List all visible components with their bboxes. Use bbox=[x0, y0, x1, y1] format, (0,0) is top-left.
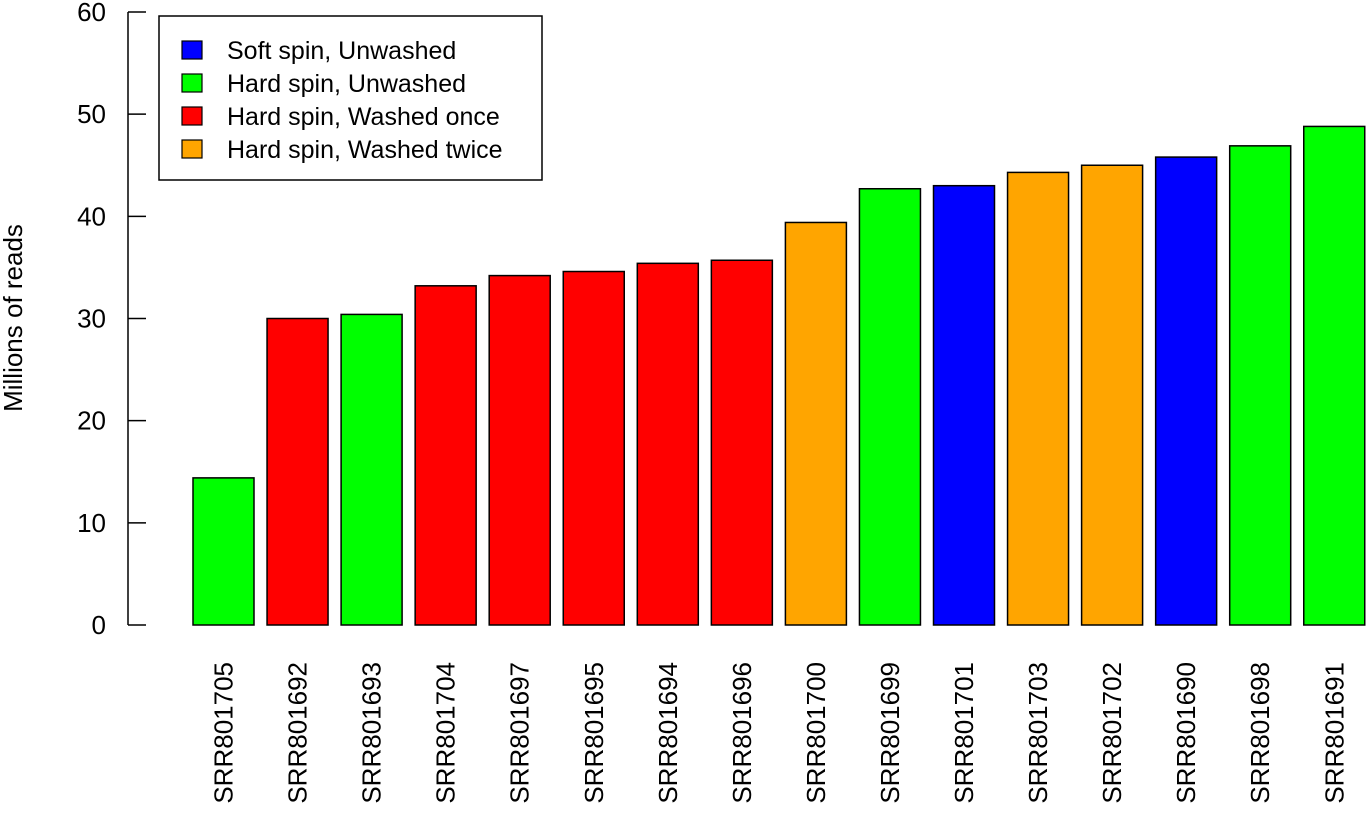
legend-swatch bbox=[181, 106, 203, 126]
legend-swatch bbox=[181, 73, 203, 93]
x-tick-label: SRR801699 bbox=[875, 662, 905, 804]
legend-swatch bbox=[181, 40, 203, 60]
legend-label: Hard spin, Unwashed bbox=[227, 70, 466, 98]
bar bbox=[340, 313, 403, 626]
x-tick-label: SRR801705 bbox=[209, 662, 239, 804]
bar bbox=[562, 270, 625, 626]
bar bbox=[1228, 145, 1292, 626]
bar bbox=[1006, 171, 1070, 626]
y-tick-label: 0 bbox=[92, 610, 106, 640]
legend: Soft spin, Unwashed Hard spin, Unwashed Ha… bbox=[158, 15, 543, 181]
y-tick-label: 10 bbox=[77, 508, 106, 538]
x-tick-label: SRR801694 bbox=[653, 662, 683, 804]
y-tick-label: 50 bbox=[77, 99, 106, 129]
y-tick-label: 20 bbox=[77, 406, 106, 436]
legend-box bbox=[158, 15, 543, 181]
x-tick-label: SRR801697 bbox=[505, 662, 535, 804]
bar bbox=[1154, 156, 1218, 626]
x-tick-label: SRR801703 bbox=[1023, 662, 1053, 804]
y-axis: 0 10 20 30 40 50 60 bbox=[77, 0, 146, 640]
x-tick-label: SRR801690 bbox=[1171, 662, 1201, 804]
x-tick-label: SRR801702 bbox=[1097, 662, 1127, 804]
bar bbox=[858, 187, 922, 626]
legend-label: Hard spin, Washed once bbox=[227, 103, 500, 131]
bars bbox=[192, 125, 1366, 626]
x-tick-label: SRR801692 bbox=[283, 662, 313, 804]
x-tick-label: SRR801700 bbox=[801, 662, 831, 804]
x-tick-label: SRR801693 bbox=[357, 662, 387, 804]
bar bbox=[192, 477, 255, 626]
bar bbox=[932, 184, 996, 626]
bar bbox=[1080, 164, 1144, 626]
bar bbox=[414, 285, 477, 626]
x-tick-label: SRR801691 bbox=[1319, 662, 1349, 804]
legend-label: Hard spin, Washed twice bbox=[227, 136, 503, 164]
bar bbox=[488, 274, 551, 626]
x-tick-label: SRR801701 bbox=[949, 662, 979, 804]
bar bbox=[1303, 125, 1366, 626]
x-tick-label: SRR801695 bbox=[579, 662, 609, 804]
x-tick-label: SRR801704 bbox=[431, 662, 461, 804]
y-tick-label: 40 bbox=[77, 201, 106, 231]
bar bbox=[636, 262, 700, 626]
y-axis-title: Millions of reads bbox=[0, 224, 28, 412]
bar bbox=[784, 221, 848, 626]
y-tick-label: 60 bbox=[77, 0, 106, 27]
bar bbox=[710, 259, 774, 626]
y-tick-label: 30 bbox=[77, 304, 106, 334]
x-tick-label: SRR801696 bbox=[727, 662, 757, 804]
legend-label: Soft spin, Unwashed bbox=[227, 37, 456, 65]
bar bbox=[266, 317, 329, 626]
legend-swatch bbox=[181, 139, 203, 159]
x-tick-label: SRR801698 bbox=[1245, 662, 1275, 804]
x-tick-labels: SRR801705 SRR801692 SRR801693 SRR801704 SRR8… bbox=[209, 662, 1350, 804]
